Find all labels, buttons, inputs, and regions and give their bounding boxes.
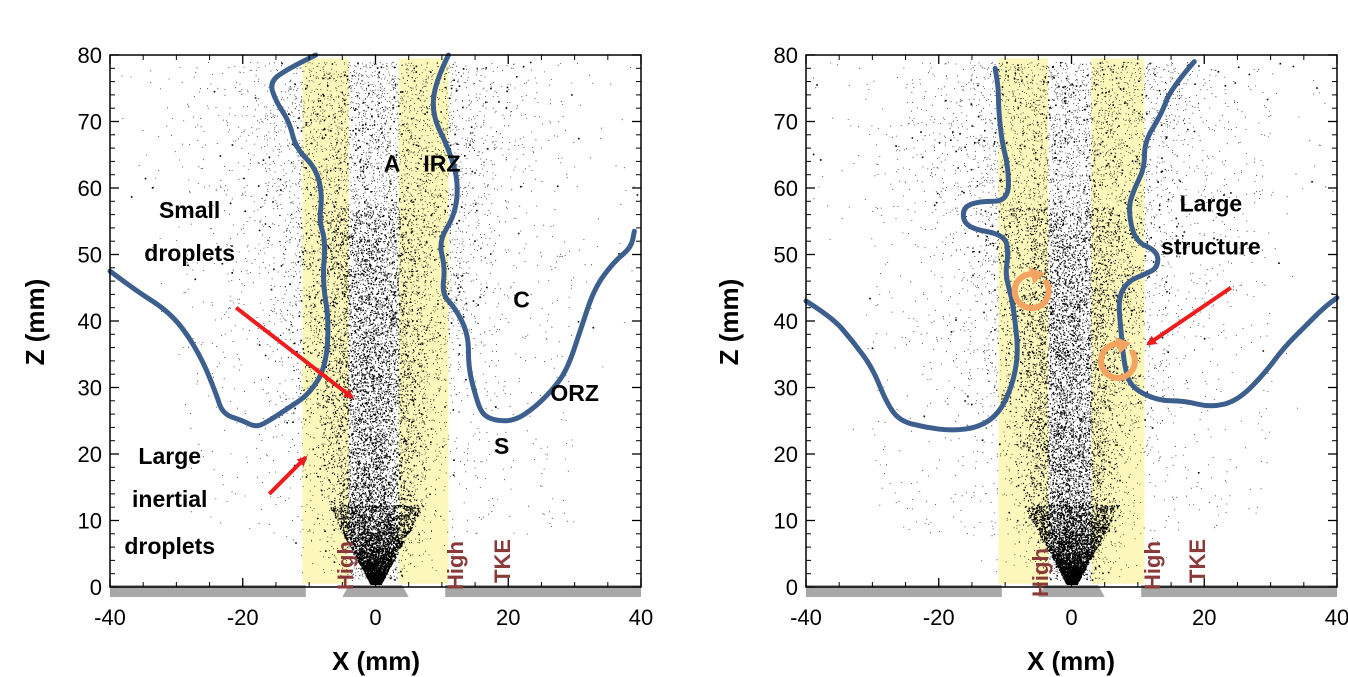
x-tick-label: 20 <box>496 605 520 630</box>
vortex-markers <box>1011 267 1138 381</box>
y-tick-label: 30 <box>774 376 798 401</box>
x-tick-label: 40 <box>1325 605 1348 630</box>
vortex-arrowhead-icon <box>1114 336 1131 354</box>
recirculation-boundaries <box>803 59 1340 433</box>
y-tick-label: 40 <box>774 309 798 334</box>
tke-label: TKE <box>490 539 515 583</box>
y-tick-label: 0 <box>786 575 798 600</box>
y-tick-label: 80 <box>78 43 102 68</box>
vortex-icon <box>1098 340 1138 381</box>
x-tick-label: -20 <box>227 605 259 630</box>
annotation-label: IRZ <box>423 150 460 176</box>
arrow-icon <box>234 306 354 400</box>
droplet-scatter <box>812 61 1334 586</box>
y-tick-label: 40 <box>78 309 102 334</box>
nozzle-plate <box>806 585 1337 597</box>
annotation-label: ORZ <box>550 380 599 406</box>
y-axis-title: Z (mm) <box>714 279 744 366</box>
annotation-label: droplets <box>144 240 235 266</box>
nozzle-tip <box>342 585 409 597</box>
x-tick-label: 0 <box>369 605 381 630</box>
droplet-points <box>812 61 1334 586</box>
annotation-arrows <box>1146 286 1232 346</box>
annotation-label: inertial <box>132 486 207 512</box>
arrow-icon <box>267 455 308 496</box>
annotation-label: Large <box>1180 190 1243 216</box>
nozzle-tip <box>1038 585 1105 597</box>
nozzle-plate-right <box>445 585 641 597</box>
axis-ticks: -40 -20 0 20 40 0 10 20 30 40 50 60 70 80 <box>774 43 1348 630</box>
x-axis-title: X (mm) <box>1027 646 1115 676</box>
y-tick-label: 60 <box>78 176 102 201</box>
y-axis-title: Z (mm) <box>20 279 50 366</box>
x-tick-label: -40 <box>94 605 126 630</box>
x-tick-label: -20 <box>923 605 955 630</box>
annotation-label: droplets <box>124 533 215 559</box>
vortex-arrowhead-icon <box>1028 267 1045 285</box>
x-tick-label: 0 <box>1065 605 1077 630</box>
left-chart-panel: -40 -20 0 20 40 0 10 20 30 40 50 60 70 80 A IRZ Small dr… <box>20 43 653 676</box>
annotation-label: structure <box>1161 234 1261 260</box>
right-recirculation-boundary <box>430 52 637 424</box>
vortex-icon <box>1011 271 1052 311</box>
high-tke-band <box>998 58 1049 584</box>
recirculation-boundaries <box>107 52 637 429</box>
tke-high-label-b: High <box>443 541 468 590</box>
y-tick-label: 70 <box>78 110 102 135</box>
y-tick-label: 0 <box>90 575 102 600</box>
annotation-label: C <box>513 287 530 313</box>
right-recirculation-boundary <box>1116 59 1340 409</box>
arrow-icon <box>1146 286 1232 346</box>
tke-high-label-b: High <box>1140 541 1165 590</box>
annotations: Large structure <box>1161 190 1261 259</box>
x-tick-label: -40 <box>790 605 822 630</box>
y-tick-label: 50 <box>78 243 102 268</box>
annotation-arrows <box>234 306 354 496</box>
y-tick-label: 50 <box>774 243 798 268</box>
y-tick-label: 10 <box>774 509 798 534</box>
annotation-label: A <box>384 150 401 176</box>
annotation-label: Large <box>138 443 201 469</box>
x-axis-title: X (mm) <box>332 646 420 676</box>
nozzle-plate <box>110 585 641 597</box>
nozzle-plate-left <box>110 585 306 597</box>
axis-ticks: -40 -20 0 20 40 0 10 20 30 40 50 60 70 80 <box>78 43 654 630</box>
y-tick-label: 20 <box>774 442 798 467</box>
right-chart-panel: -40 -20 0 20 40 0 10 20 30 40 50 60 70 80 Large struct… <box>714 43 1348 676</box>
y-tick-label: 10 <box>78 509 102 534</box>
left-recirculation-boundary <box>803 65 1020 433</box>
y-tick-label: 20 <box>78 442 102 467</box>
annotations: A IRZ Small droplets C ORZ S Large inertial dropl… <box>124 150 599 558</box>
tke-label: TKE <box>1185 539 1210 583</box>
x-tick-label: 20 <box>1192 605 1216 630</box>
nozzle-plate-right <box>1141 585 1337 597</box>
y-tick-label: 80 <box>774 43 798 68</box>
nozzle-plate-left <box>806 585 1002 597</box>
tke-labels: High High TKE <box>1028 539 1210 597</box>
annotation-label: S <box>494 433 509 459</box>
x-tick-label: 40 <box>629 605 653 630</box>
tke-high-label-a: High <box>1028 548 1053 597</box>
y-tick-label: 60 <box>774 176 798 201</box>
tke-labels: High High TKE <box>333 539 515 590</box>
y-tick-label: 30 <box>78 376 102 401</box>
left-recirculation-boundary <box>107 52 331 429</box>
tke-high-label-a: High <box>333 541 358 590</box>
y-tick-label: 70 <box>774 110 798 135</box>
annotation-label: Small <box>159 197 220 223</box>
